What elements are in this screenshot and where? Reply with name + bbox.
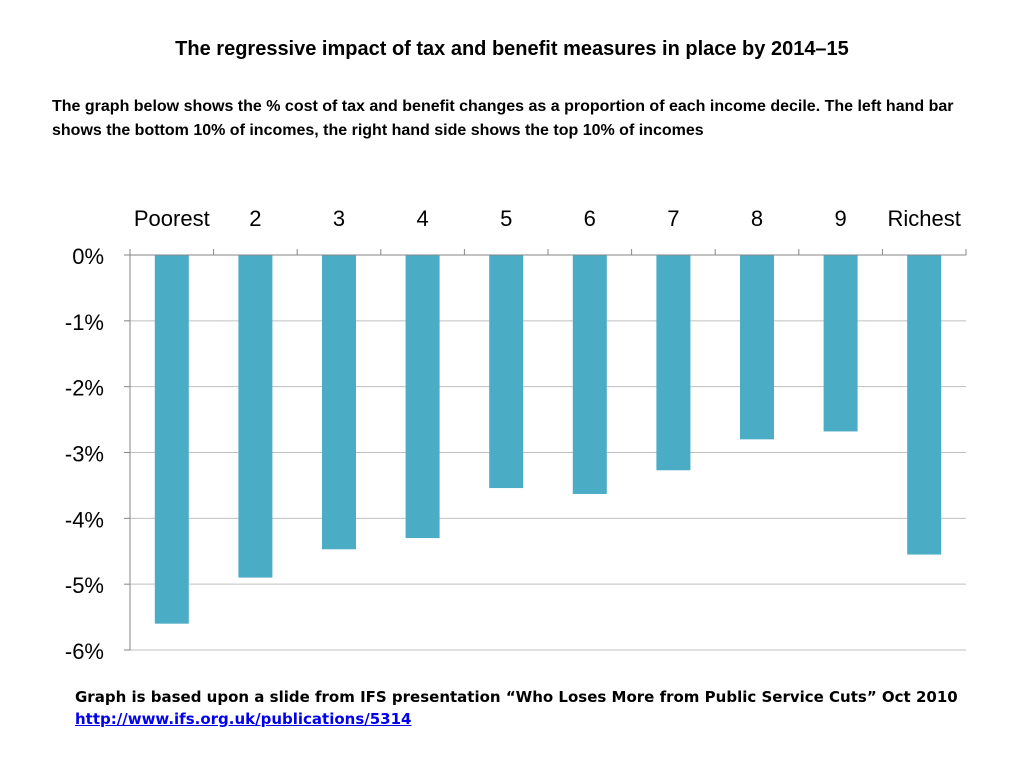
bar: [740, 255, 774, 440]
chart-description: The graph below shows the % cost of tax …: [52, 98, 954, 139]
bar: [489, 255, 524, 489]
bar: [322, 255, 356, 550]
y-tick-label: -2%: [65, 376, 104, 401]
x-category-label: 8: [751, 206, 763, 231]
bar: [907, 255, 942, 555]
x-category-label: 2: [249, 206, 261, 231]
x-category-label: Richest: [888, 206, 961, 231]
x-category-label: 5: [500, 206, 512, 231]
bar: [405, 255, 440, 539]
y-tick-label: -3%: [65, 442, 104, 467]
x-category-label: 9: [834, 206, 846, 231]
x-category-label: 3: [333, 206, 345, 231]
bar: [572, 255, 607, 494]
page-title: The regressive impact of tax and benefit…: [175, 38, 849, 60]
y-tick-label: -6%: [65, 639, 104, 664]
y-tick-label: -5%: [65, 573, 104, 598]
y-tick-label: -4%: [65, 507, 104, 532]
x-category-label: 6: [584, 206, 596, 231]
bar: [656, 255, 691, 471]
x-category-label: Poorest: [134, 206, 210, 231]
source-link[interactable]: http://www.ifs.org.uk/publications/5314: [75, 710, 412, 728]
bar-chart: 0% -1% -2% -3% -4% -5% -6% Poorest 2 3 4 5 6 7 8 9 Riche…: [65, 206, 967, 664]
bar: [823, 255, 858, 432]
y-tick-label: 0%: [72, 244, 104, 269]
bar: [154, 255, 189, 624]
bar: [238, 255, 273, 578]
source-text: Graph is based upon a slide from IFS pre…: [75, 688, 958, 706]
source-note: Graph is based upon a slide from IFS pre…: [75, 686, 995, 730]
x-category-label: 4: [416, 206, 428, 231]
y-tick-label: -1%: [65, 310, 104, 335]
x-category-label: 7: [667, 206, 679, 231]
